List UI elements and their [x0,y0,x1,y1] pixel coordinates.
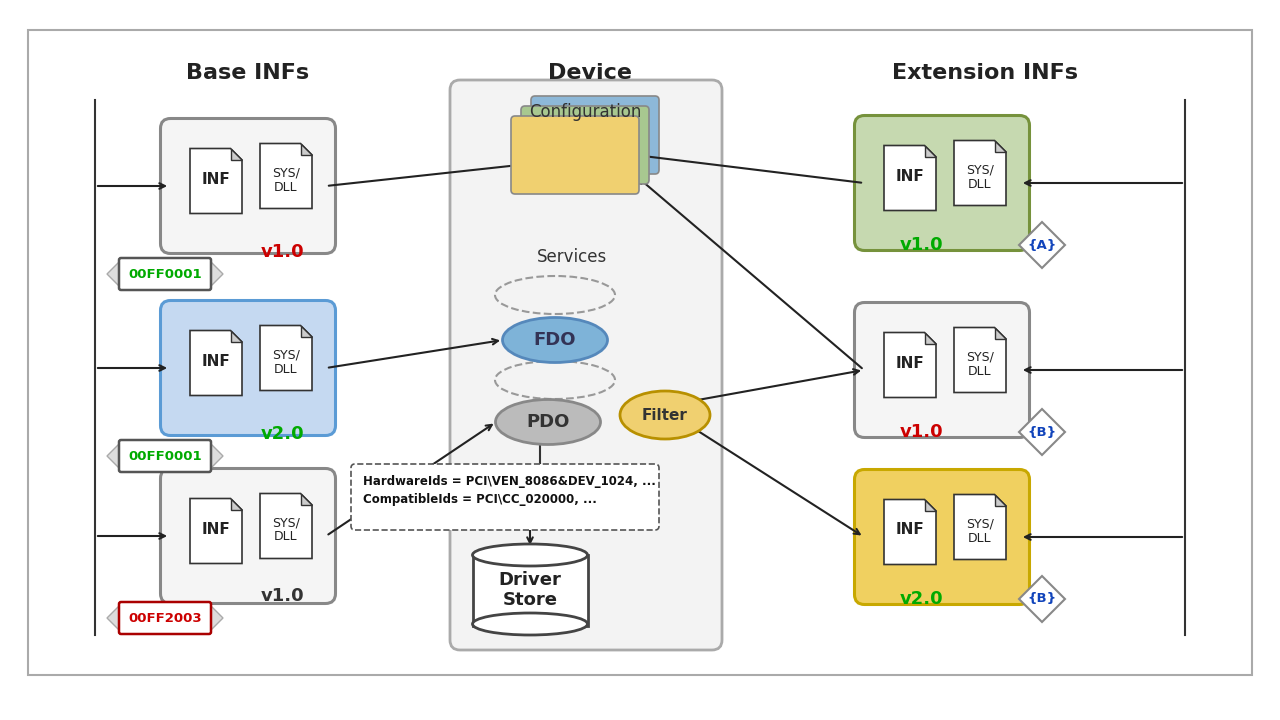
Polygon shape [884,333,936,397]
Polygon shape [884,500,936,564]
Polygon shape [189,148,242,214]
Text: v2.0: v2.0 [900,590,943,608]
Text: 00FF2003: 00FF2003 [128,611,202,624]
Ellipse shape [472,613,588,635]
Text: v1.0: v1.0 [261,587,305,605]
FancyBboxPatch shape [160,469,335,603]
Polygon shape [954,495,1006,559]
Polygon shape [924,500,936,511]
Polygon shape [189,498,242,564]
Text: INF: INF [896,523,924,538]
Text: DLL: DLL [274,181,298,194]
Polygon shape [209,604,223,632]
FancyBboxPatch shape [521,106,649,184]
Polygon shape [995,495,1006,506]
Text: PDO: PDO [526,413,570,431]
Text: Extension INFs: Extension INFs [892,63,1078,83]
Text: INF: INF [202,171,230,186]
FancyBboxPatch shape [119,258,211,290]
Polygon shape [209,260,223,288]
FancyBboxPatch shape [160,300,335,436]
Polygon shape [995,328,1006,339]
Text: DLL: DLL [968,178,992,191]
Text: Base INFs: Base INFs [187,63,310,83]
Polygon shape [924,145,936,157]
Text: INF: INF [896,168,924,184]
Text: SYS/: SYS/ [273,348,300,361]
Text: {B}: {B} [1028,426,1056,438]
FancyBboxPatch shape [119,440,211,472]
Text: DLL: DLL [274,531,298,544]
Ellipse shape [503,318,608,362]
Text: INF: INF [202,354,230,369]
Text: SYS/: SYS/ [966,163,995,176]
Text: DLL: DLL [968,364,992,377]
Text: SYS/: SYS/ [273,516,300,529]
Text: SYS/: SYS/ [966,351,995,364]
Polygon shape [260,143,312,209]
Text: DLL: DLL [274,362,298,376]
Text: INF: INF [202,521,230,536]
FancyBboxPatch shape [28,30,1252,675]
Text: {B}: {B} [1028,593,1056,606]
Polygon shape [954,328,1006,392]
Text: Services: Services [536,248,607,266]
Polygon shape [260,493,312,559]
Text: HardwareIds = PCI\VEN_8086&DEV_1024, ...: HardwareIds = PCI\VEN_8086&DEV_1024, ... [364,475,655,488]
FancyBboxPatch shape [511,116,639,194]
Polygon shape [108,604,122,632]
Text: SYS/: SYS/ [966,518,995,531]
Text: v1.0: v1.0 [900,236,943,254]
Polygon shape [954,140,1006,205]
Text: v2.0: v2.0 [261,425,305,443]
Polygon shape [108,442,122,470]
FancyBboxPatch shape [855,302,1029,438]
FancyBboxPatch shape [351,464,659,530]
Text: DLL: DLL [968,531,992,544]
Text: SYS/: SYS/ [273,166,300,179]
Text: INF: INF [896,356,924,371]
FancyBboxPatch shape [855,469,1029,605]
Text: v1.0: v1.0 [900,423,943,441]
Polygon shape [995,140,1006,152]
Polygon shape [884,145,936,210]
Text: FDO: FDO [534,331,576,349]
Polygon shape [230,498,242,510]
Text: Driver
Store: Driver Store [499,570,562,609]
Text: 00FF0001: 00FF0001 [128,268,202,281]
Polygon shape [924,333,936,344]
Polygon shape [209,442,223,470]
FancyBboxPatch shape [531,96,659,174]
Text: Filter: Filter [643,408,687,423]
Text: {A}: {A} [1028,238,1056,251]
Ellipse shape [472,544,588,566]
Polygon shape [301,325,312,337]
Polygon shape [1019,409,1065,455]
Polygon shape [189,330,242,395]
Polygon shape [301,493,312,505]
Polygon shape [1019,222,1065,268]
Ellipse shape [620,391,710,439]
Text: CompatibleIds = PCI\CC_020000, ...: CompatibleIds = PCI\CC_020000, ... [364,493,596,506]
Ellipse shape [495,400,600,444]
Polygon shape [260,325,312,390]
Polygon shape [108,260,122,288]
FancyBboxPatch shape [160,119,335,253]
Text: Device: Device [548,63,632,83]
Polygon shape [230,330,242,342]
FancyBboxPatch shape [119,602,211,634]
FancyBboxPatch shape [451,80,722,650]
Text: Configuration: Configuration [529,103,641,121]
Polygon shape [1019,576,1065,622]
Text: 00FF0001: 00FF0001 [128,449,202,462]
Polygon shape [230,148,242,160]
Polygon shape [301,143,312,155]
FancyBboxPatch shape [855,115,1029,251]
Text: v1.0: v1.0 [261,243,305,261]
Bar [472,555,588,626]
